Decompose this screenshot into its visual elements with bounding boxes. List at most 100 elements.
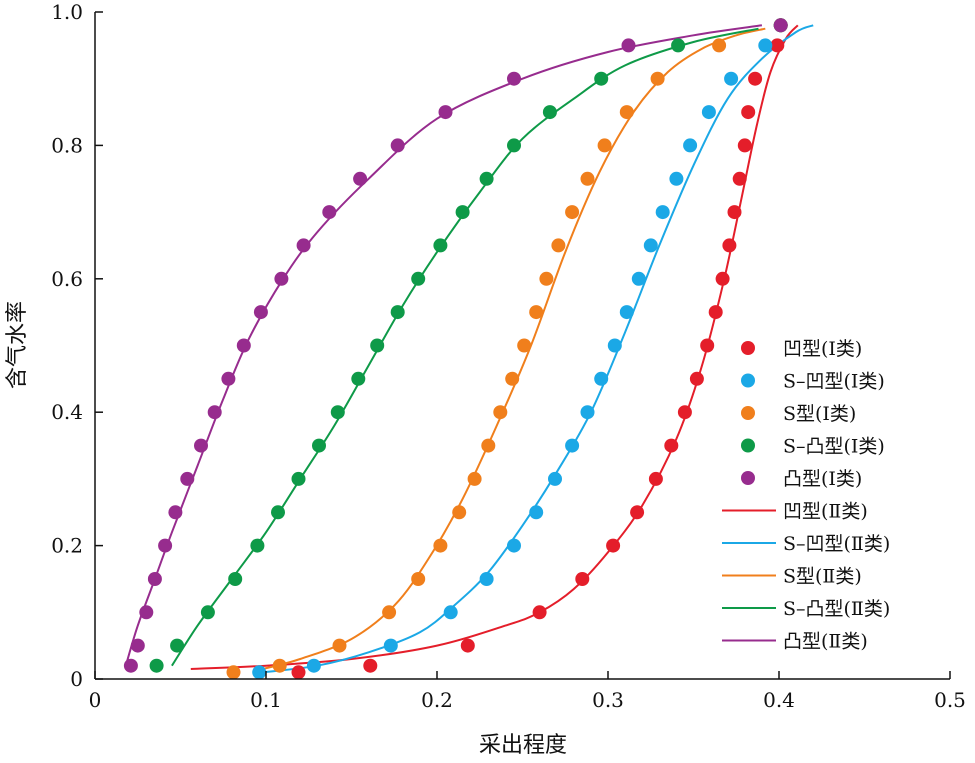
data-point-s3-13	[433, 238, 448, 253]
y-tick-label: 0.2	[51, 534, 83, 558]
data-point-s1-5	[507, 538, 521, 553]
y-tick-label: 1.0	[51, 0, 83, 24]
data-point-s1-8	[565, 438, 580, 453]
data-point-s4-20	[773, 18, 788, 33]
data-point-s3-17	[542, 105, 557, 120]
series-line-6	[262, 24, 814, 674]
data-point-s3-11	[390, 305, 405, 320]
data-point-s4-2	[139, 605, 154, 620]
data-point-s3-15	[479, 171, 494, 186]
legend-label: 凸型(Ⅰ类)	[783, 468, 862, 490]
data-point-s2-2	[332, 638, 347, 653]
legend-marker-swatch	[741, 406, 755, 420]
data-point-s3-8	[330, 405, 345, 420]
legend-label: 凸型(Ⅱ类)	[783, 631, 868, 653]
legend-label: S型(Ⅱ类)	[783, 566, 862, 588]
data-point-s4-15	[353, 171, 368, 186]
data-point-s2-13	[539, 271, 554, 286]
data-point-s2-12	[529, 305, 544, 320]
x-tick-label: 0.5	[934, 688, 966, 712]
data-point-s2-5	[433, 538, 448, 553]
data-point-s2-19	[650, 71, 665, 86]
x-axis-title: 采出程度	[479, 733, 567, 758]
legend-label: S–凹型(Ⅱ类)	[783, 533, 890, 555]
data-point-s1-14	[643, 238, 658, 253]
data-point-s3-10	[370, 338, 385, 353]
data-point-s4-8	[207, 405, 222, 420]
data-point-s0-7	[648, 471, 663, 486]
data-point-s0-8	[664, 438, 679, 453]
data-point-s1-1	[306, 658, 321, 673]
legend-marker-swatch	[741, 341, 755, 355]
x-tick-label: 0	[89, 688, 102, 712]
data-point-s0-5	[606, 538, 621, 553]
data-point-s0-0	[291, 665, 306, 680]
data-point-s2-17	[597, 138, 612, 153]
series-points	[123, 18, 788, 680]
data-point-s3-3	[228, 572, 243, 586]
data-point-s0-15	[727, 205, 742, 220]
data-point-s1-2	[383, 638, 398, 653]
data-point-s0-1	[363, 658, 378, 673]
data-point-s0-9	[677, 405, 692, 420]
data-point-s0-10	[689, 371, 704, 386]
data-point-s3-9	[351, 371, 366, 386]
axes: 0 0.1 0.2 0.3 0.4 0.5 0 0.2 0.4 0.6 0.8 1.0	[51, 0, 966, 712]
y-tick-label: 0	[70, 667, 83, 691]
y-tick-label: 0.6	[51, 267, 83, 291]
data-point-s0-16	[732, 171, 747, 186]
data-point-s4-14	[322, 205, 337, 220]
data-point-s2-0	[226, 665, 241, 680]
data-point-s4-6	[180, 471, 195, 486]
legend: 凹型(Ⅰ类) S–凹型(Ⅰ类) S型(Ⅰ类) S–凸型(Ⅰ类) 凸型(Ⅰ类) 凹型(Ⅱ类)…	[722, 338, 890, 653]
x-tick-label: 0.2	[421, 688, 453, 712]
legend-label: S型(Ⅰ类)	[783, 403, 856, 425]
x-tick-label: 0.3	[592, 688, 624, 712]
data-point-s1-20	[758, 38, 773, 53]
data-point-s2-11	[517, 338, 532, 353]
data-point-s2-20	[712, 38, 727, 53]
legend-label: S–凸型(Ⅰ类)	[783, 436, 885, 458]
data-point-s3-1	[170, 638, 185, 653]
data-point-s3-4	[250, 538, 265, 553]
data-point-s4-0	[123, 658, 138, 673]
data-point-s1-19	[724, 71, 739, 86]
x-tick-label: 0.1	[250, 688, 282, 712]
data-point-s2-7	[467, 471, 482, 486]
data-point-s1-13	[631, 271, 646, 286]
data-point-s1-10	[594, 371, 609, 386]
data-point-s3-12	[411, 271, 426, 286]
data-point-s4-13	[296, 238, 311, 253]
legend-label: S–凹型(Ⅰ类)	[783, 371, 885, 393]
data-point-s2-9	[493, 405, 508, 420]
data-point-s4-17	[438, 105, 453, 120]
data-point-s2-16	[580, 171, 595, 186]
legend-label: 凹型(Ⅱ类)	[783, 501, 868, 523]
data-point-s0-20	[770, 38, 785, 53]
data-point-s0-6	[630, 505, 645, 520]
x-tick-label: 0.4	[763, 688, 795, 712]
data-point-s1-7	[548, 471, 562, 486]
data-point-s3-6	[291, 471, 306, 486]
legend-marker-swatch	[741, 471, 755, 485]
data-point-s0-13	[715, 271, 730, 286]
legend-label: S–凸型(Ⅱ类)	[783, 598, 890, 620]
data-point-s2-18	[619, 105, 634, 120]
data-point-s4-5	[168, 505, 183, 520]
data-point-s1-3	[443, 605, 458, 620]
data-point-s2-6	[452, 505, 467, 520]
data-point-s1-11	[607, 338, 622, 353]
y-tick-label: 0.4	[51, 400, 83, 424]
data-point-s3-19	[671, 38, 686, 53]
data-point-s1-15	[655, 205, 670, 220]
legend-label: 凹型(Ⅰ类)	[783, 338, 862, 360]
data-point-s1-17	[683, 138, 698, 153]
data-point-s0-19	[748, 71, 763, 86]
data-point-s3-18	[594, 71, 609, 86]
legend-marker-swatch	[741, 438, 755, 453]
data-point-s4-3	[147, 572, 162, 586]
data-point-s1-16	[669, 171, 684, 186]
data-point-s4-12	[274, 271, 289, 286]
